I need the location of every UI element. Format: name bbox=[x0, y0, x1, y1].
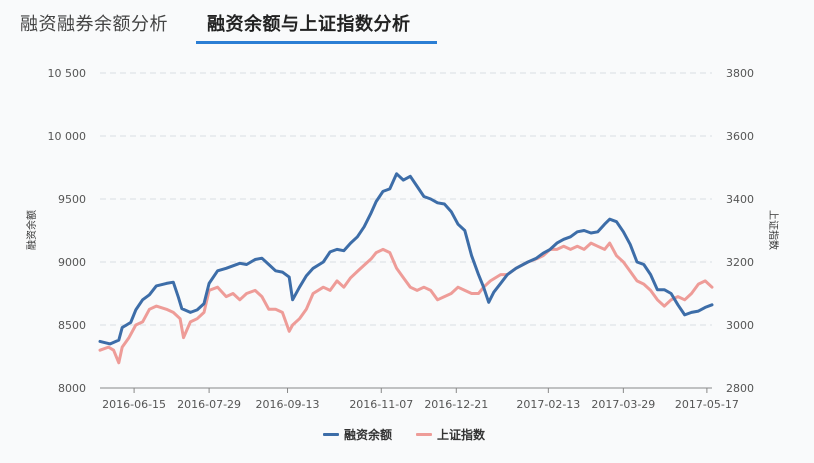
y-right-tick-label: 3800 bbox=[726, 67, 754, 80]
legend-swatch-index bbox=[416, 433, 432, 436]
y-right-axis-title: 上证指数 bbox=[767, 210, 780, 250]
x-tick-label: 2016-09-13 bbox=[256, 398, 320, 411]
y-left-tick-label: 10 000 bbox=[48, 130, 87, 143]
y-right-tick-label: 2800 bbox=[726, 382, 754, 395]
y-left-tick-label: 10 500 bbox=[48, 67, 87, 80]
y-left-tick-label: 8500 bbox=[58, 319, 86, 332]
tab-financing-vs-index-analysis[interactable]: 融资余额与上证指数分析 bbox=[207, 14, 411, 35]
y-left-tick-label: 9000 bbox=[58, 256, 86, 269]
y-left-axis-title: 融资余额 bbox=[25, 210, 38, 250]
y-left-tick-label: 9500 bbox=[58, 193, 86, 206]
x-tick-label: 2017-05-17 bbox=[675, 398, 739, 411]
tab-bar: 融资融券余额分析 融资余额与上证指数分析 bbox=[0, 0, 814, 48]
x-tick-label: 2017-02-13 bbox=[516, 398, 580, 411]
y-right-tick-label: 3400 bbox=[726, 193, 754, 206]
x-tick-label: 2016-12-21 bbox=[424, 398, 488, 411]
y-right-tick-label: 3200 bbox=[726, 256, 754, 269]
legend-label-financing: 融资余额 bbox=[344, 428, 393, 442]
chart-legend: 融资余额 上证指数 bbox=[0, 426, 814, 446]
legend-item-financing[interactable]: 融资余额 bbox=[323, 426, 392, 443]
x-tick-label: 2016-07-29 bbox=[177, 398, 241, 411]
series-line-financing-balance bbox=[98, 172, 714, 346]
legend-item-index[interactable]: 上证指数 bbox=[416, 426, 485, 443]
active-tab-underline bbox=[196, 41, 437, 44]
x-tick-label: 2017-03-29 bbox=[591, 398, 655, 411]
legend-swatch-financing bbox=[323, 433, 339, 436]
x-tick-label: 2016-06-15 bbox=[102, 398, 166, 411]
series-line-sse-index bbox=[98, 241, 714, 365]
legend-label-index: 上证指数 bbox=[437, 428, 486, 442]
y-right-tick-label: 3000 bbox=[726, 319, 754, 332]
tab-margin-balance-analysis[interactable]: 融资融券余额分析 bbox=[20, 14, 168, 35]
x-tick-label: 2016-11-07 bbox=[349, 398, 413, 411]
y-right-tick-label: 3600 bbox=[726, 130, 754, 143]
y-left-tick-label: 8000 bbox=[58, 382, 86, 395]
